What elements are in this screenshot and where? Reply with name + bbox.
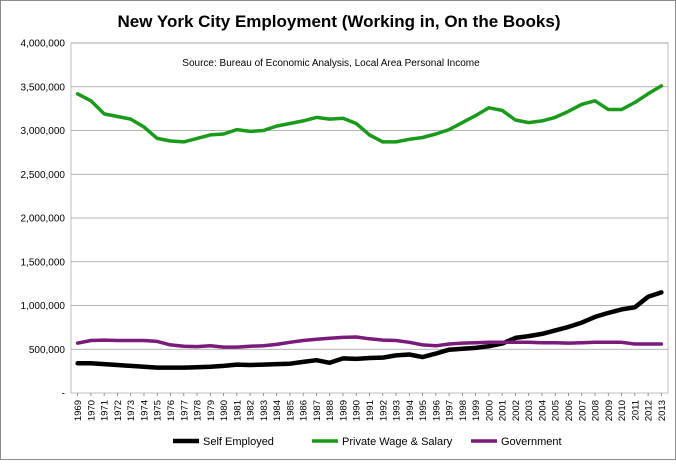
x-tick-label: 1983	[259, 400, 270, 421]
x-tick-label: 2006	[564, 400, 575, 421]
x-tick-label: 1971	[100, 400, 111, 421]
x-tick-label: 1994	[405, 400, 416, 421]
x-tick-label: 1970	[86, 400, 97, 421]
x-tick-label: 1969	[73, 400, 84, 421]
x-tick-label: 1999	[471, 400, 482, 421]
legend: Self Employed Private Wage & Salary Govern…	[173, 436, 562, 448]
y-tick-label: 1,500,000	[21, 257, 66, 268]
x-tick-label: 1978	[193, 400, 204, 421]
x-tick-label: 2012	[644, 400, 655, 421]
y-tick-label: 2,000,000	[21, 214, 66, 225]
x-tick-label: 1997	[445, 400, 456, 421]
x-tick-label: 1972	[113, 400, 124, 421]
x-tick-label: 1998	[458, 400, 469, 421]
x-tick-label: 1988	[325, 400, 336, 421]
x-tick-label: 1993	[392, 400, 403, 421]
x-tick-label: 2003	[524, 400, 535, 421]
x-tick-label: 2004	[537, 400, 548, 421]
x-tick-label: 1986	[299, 400, 310, 421]
y-tick-label: 1,000,000	[21, 301, 66, 312]
x-tick-label: 1973	[126, 400, 137, 421]
x-tick-label: 2007	[577, 400, 588, 421]
x-tick-label: 1992	[378, 400, 389, 421]
x-tick-label: 1995	[418, 400, 429, 421]
series-line-self-employed	[75, 290, 664, 370]
x-tick-label: 1982	[246, 400, 257, 421]
x-tick-label: 2005	[551, 400, 562, 421]
y-tick-label: -	[62, 389, 65, 400]
x-tick-label: 1985	[285, 400, 296, 421]
x-tick-label: 1981	[232, 400, 243, 421]
y-tick-label: 500,000	[29, 345, 66, 356]
x-tick-label: 2011	[630, 400, 641, 420]
x-tick-label: 2002	[511, 400, 522, 421]
legend-label: Government	[501, 436, 562, 448]
x-axis-ticks: 1969 1970 1971 1972 1973 1974 1975 1976 1977 1978…	[73, 393, 668, 421]
y-axis-ticks: - 500,000 1,000,000 1,500,000 2,000,000 2,500…	[21, 39, 66, 400]
series-line-private-wage-salary	[75, 84, 664, 144]
x-tick-label: 1977	[179, 400, 190, 421]
x-tick-label: 1976	[166, 400, 177, 421]
y-tick-label: 4,000,000	[21, 39, 66, 50]
x-tick-label: 1979	[206, 400, 217, 421]
x-tick-label: 1989	[338, 400, 349, 421]
legend-label: Self Employed	[203, 436, 274, 448]
source-note: Source: Bureau of Economic Analysis, Loc…	[182, 58, 480, 69]
x-tick-label: 1990	[352, 400, 363, 421]
y-tick-label: 3,000,000	[21, 126, 66, 137]
chart-title: New York City Employment (Working in, On…	[118, 12, 561, 31]
x-tick-label: 1975	[153, 400, 164, 421]
x-tick-label: 2009	[604, 400, 615, 421]
x-tick-label: 2000	[484, 400, 495, 421]
legend-label: Private Wage & Salary	[342, 436, 453, 448]
x-tick-label: 1984	[272, 400, 283, 421]
x-tick-label: 2001	[498, 400, 509, 421]
gridlines	[71, 42, 668, 350]
x-tick-label: 1991	[365, 400, 376, 421]
series-lines	[75, 84, 664, 370]
x-tick-label: 1987	[312, 400, 323, 421]
x-tick-label: 2010	[617, 400, 628, 421]
x-tick-label: 1974	[139, 400, 150, 421]
x-tick-label: 2013	[657, 400, 668, 421]
x-tick-label: 1980	[219, 400, 230, 421]
y-tick-label: 2,500,000	[21, 170, 66, 181]
y-tick-label: 3,500,000	[21, 82, 66, 93]
x-tick-label: 2008	[591, 400, 602, 421]
series-line-government	[75, 335, 664, 349]
x-tick-label: 1996	[431, 400, 442, 421]
